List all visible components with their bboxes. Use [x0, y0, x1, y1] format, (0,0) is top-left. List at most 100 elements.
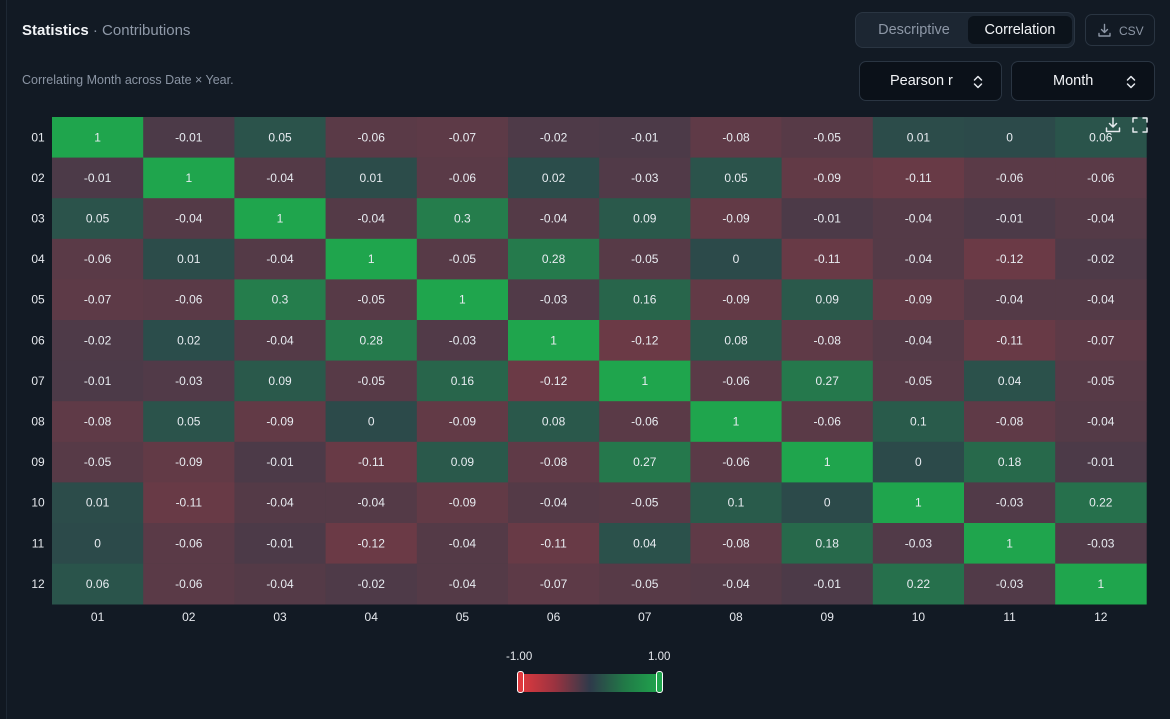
heatmap-cell[interactable]	[964, 238, 1056, 280]
heatmap-cell[interactable]	[872, 523, 965, 564]
heatmap-cell[interactable]	[690, 320, 782, 361]
heatmap-cell[interactable]	[325, 441, 418, 483]
heatmap-cell[interactable]	[1055, 523, 1147, 564]
heatmap-cell[interactable]	[599, 320, 691, 361]
heatmap-cell[interactable]	[599, 563, 691, 605]
heatmap-cell[interactable]	[52, 320, 144, 361]
heatmap-cell[interactable]	[964, 482, 1056, 524]
heatmap-cell[interactable]	[781, 563, 874, 605]
download-icon[interactable]	[1104, 116, 1122, 134]
heatmap-cell[interactable]	[781, 157, 874, 199]
heatmap-cell[interactable]	[52, 523, 144, 564]
heatmap-cell[interactable]	[325, 117, 418, 158]
heatmap-cell[interactable]	[872, 198, 965, 240]
heatmap-cell[interactable]	[143, 117, 235, 158]
heatmap-cell[interactable]	[508, 401, 600, 443]
heatmap-cell[interactable]	[52, 157, 144, 199]
heatmap-cell[interactable]	[143, 198, 235, 240]
heatmap-cell[interactable]	[416, 482, 509, 524]
heatmap-cell[interactable]	[143, 320, 235, 361]
heatmap-cell[interactable]	[964, 320, 1056, 361]
heatmap-cell[interactable]	[416, 117, 509, 158]
heatmap-cell[interactable]	[325, 523, 418, 564]
heatmap-cell[interactable]	[508, 320, 600, 361]
heatmap-cell[interactable]	[325, 279, 418, 321]
heatmap-cell[interactable]	[872, 279, 965, 321]
heatmap-cell[interactable]	[416, 238, 509, 280]
heatmap-cell[interactable]	[872, 401, 965, 443]
heatmap-cell[interactable]	[508, 279, 600, 321]
heatmap-cell[interactable]	[964, 198, 1056, 240]
heatmap-cell[interactable]	[325, 157, 418, 199]
heatmap-cell[interactable]	[52, 360, 144, 402]
heatmap-cell[interactable]	[872, 320, 965, 361]
heatmap-cell[interactable]	[964, 360, 1056, 402]
heatmap-cell[interactable]	[872, 482, 965, 524]
heatmap-cell[interactable]	[781, 523, 874, 564]
heatmap-cell[interactable]	[872, 441, 965, 483]
field-select[interactable]: Month	[1011, 61, 1155, 101]
heatmap-cell[interactable]	[52, 117, 144, 158]
heatmap-cell[interactable]	[781, 117, 874, 158]
heatmap-cell[interactable]	[599, 238, 691, 280]
heatmap-cell[interactable]	[416, 157, 509, 199]
heatmap-cell[interactable]	[143, 279, 235, 321]
heatmap-cell[interactable]	[143, 482, 235, 524]
heatmap-cell[interactable]	[143, 157, 235, 199]
heatmap-cell[interactable]	[143, 441, 235, 483]
heatmap-cell[interactable]	[964, 563, 1056, 605]
heatmap-cell[interactable]	[52, 198, 144, 240]
heatmap-cell[interactable]	[234, 401, 326, 443]
fullscreen-icon[interactable]	[1131, 116, 1149, 134]
heatmap-cell[interactable]	[690, 279, 782, 321]
heatmap-cell[interactable]	[234, 238, 326, 280]
heatmap-cell[interactable]	[508, 157, 600, 199]
heatmap-cell[interactable]	[1055, 482, 1147, 524]
heatmap-cell[interactable]	[964, 441, 1056, 483]
heatmap-cell[interactable]	[508, 238, 600, 280]
heatmap-cell[interactable]	[508, 482, 600, 524]
heatmap-cell[interactable]	[143, 360, 235, 402]
heatmap-cell[interactable]	[872, 117, 965, 158]
heatmap-cell[interactable]	[234, 157, 326, 199]
heatmap-cell[interactable]	[234, 198, 326, 240]
heatmap-cell[interactable]	[690, 198, 782, 240]
heatmap-cell[interactable]	[781, 279, 874, 321]
export-csv-button[interactable]: CSV	[1085, 14, 1155, 46]
heatmap-cell[interactable]	[143, 523, 235, 564]
heatmap-cell[interactable]	[690, 523, 782, 564]
heatmap-cell[interactable]	[690, 401, 782, 443]
heatmap-cell[interactable]	[599, 157, 691, 199]
heatmap-cell[interactable]	[964, 157, 1056, 199]
heatmap-cell[interactable]	[416, 523, 509, 564]
heatmap-cell[interactable]	[690, 117, 782, 158]
heatmap-cell[interactable]	[1055, 279, 1147, 321]
heatmap-cell[interactable]	[599, 482, 691, 524]
heatmap-cell[interactable]	[690, 360, 782, 402]
heatmap-cell[interactable]	[416, 563, 509, 605]
heatmap-cell[interactable]	[781, 198, 874, 240]
heatmap-cell[interactable]	[690, 482, 782, 524]
heatmap-cell[interactable]	[964, 117, 1056, 158]
heatmap-cell[interactable]	[1055, 198, 1147, 240]
heatmap-cell[interactable]	[325, 238, 418, 280]
heatmap-cell[interactable]	[416, 441, 509, 483]
heatmap-cell[interactable]	[781, 441, 874, 483]
heatmap-cell[interactable]	[599, 401, 691, 443]
heatmap-cell[interactable]	[508, 117, 600, 158]
heatmap-cell[interactable]	[1055, 401, 1147, 443]
heatmap-cell[interactable]	[52, 441, 144, 483]
range-min-handle[interactable]	[517, 671, 524, 693]
heatmap-cell[interactable]	[416, 198, 509, 240]
heatmap-cell[interactable]	[690, 238, 782, 280]
heatmap-cell[interactable]	[508, 563, 600, 605]
heatmap-cell[interactable]	[599, 117, 691, 158]
heatmap-cell[interactable]	[52, 401, 144, 443]
heatmap-cell[interactable]	[781, 320, 874, 361]
heatmap-cell[interactable]	[781, 401, 874, 443]
heatmap-cell[interactable]	[52, 482, 144, 524]
heatmap-cell[interactable]	[781, 482, 874, 524]
heatmap-cell[interactable]	[508, 198, 600, 240]
heatmap-cell[interactable]	[52, 563, 144, 605]
heatmap-cell[interactable]	[143, 401, 235, 443]
